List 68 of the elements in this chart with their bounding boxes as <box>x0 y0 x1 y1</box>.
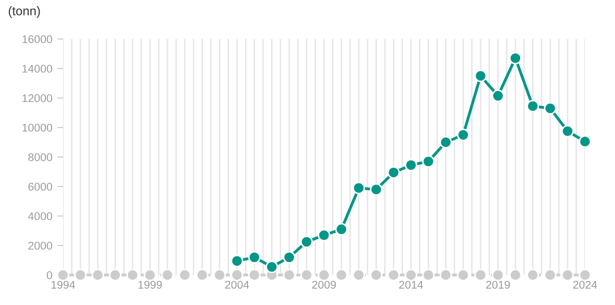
x-tick-label: 2009 <box>312 280 336 289</box>
point <box>300 268 313 282</box>
point <box>526 268 540 282</box>
y-tick-label: 0 <box>46 271 52 280</box>
x-tick-label: 2024 <box>573 280 598 289</box>
point <box>544 102 556 115</box>
point <box>492 90 504 102</box>
y-tick-label: 6000 <box>28 182 52 191</box>
point <box>544 268 556 282</box>
point <box>578 135 592 148</box>
point <box>422 155 435 168</box>
point <box>282 251 296 264</box>
point <box>161 268 174 282</box>
y-tick-label: 12000 <box>22 94 52 102</box>
point <box>144 268 156 282</box>
point <box>492 268 504 282</box>
point <box>300 236 313 248</box>
y-tick-label: 8000 <box>28 153 52 162</box>
point <box>352 182 366 194</box>
x-tick-label: 2004 <box>225 280 250 289</box>
point <box>230 254 244 268</box>
point <box>474 70 487 82</box>
point <box>387 268 400 282</box>
point <box>213 268 226 282</box>
point <box>370 183 382 196</box>
x-tick-label: 1999 <box>138 280 162 289</box>
point <box>561 268 574 282</box>
y-tick-label: 4000 <box>28 212 52 220</box>
point <box>474 268 487 282</box>
point <box>404 158 418 172</box>
point <box>335 268 348 282</box>
point <box>318 228 330 242</box>
point <box>335 223 348 236</box>
y-tick-label: 14000 <box>22 64 52 73</box>
point <box>578 268 592 282</box>
y-axis-title: (tonn) <box>8 6 40 18</box>
x-tick-label: 2014 <box>399 280 424 289</box>
x-tick-label: 2019 <box>486 280 510 289</box>
point <box>561 124 574 138</box>
point <box>370 268 382 282</box>
point <box>230 268 244 282</box>
point <box>440 136 452 148</box>
point <box>456 128 470 142</box>
point <box>456 268 470 282</box>
point <box>526 100 540 112</box>
point <box>266 260 278 274</box>
point <box>318 268 330 282</box>
point <box>56 268 70 282</box>
point <box>92 268 104 282</box>
point <box>248 251 261 264</box>
point <box>248 268 261 282</box>
point <box>196 268 208 282</box>
point <box>126 268 139 282</box>
y-tick-label: 2000 <box>28 242 52 250</box>
point <box>387 166 400 179</box>
point <box>440 268 452 282</box>
point <box>178 268 192 282</box>
point <box>509 268 522 282</box>
point <box>282 268 296 282</box>
point <box>74 268 87 282</box>
y-tick-label: 10000 <box>22 124 52 132</box>
y-tick-label: 16000 <box>22 35 52 44</box>
point <box>404 268 418 282</box>
point <box>352 268 366 282</box>
point <box>509 52 522 64</box>
point <box>422 268 435 282</box>
point <box>108 268 122 282</box>
x-tick-label: 1994 <box>51 280 76 289</box>
